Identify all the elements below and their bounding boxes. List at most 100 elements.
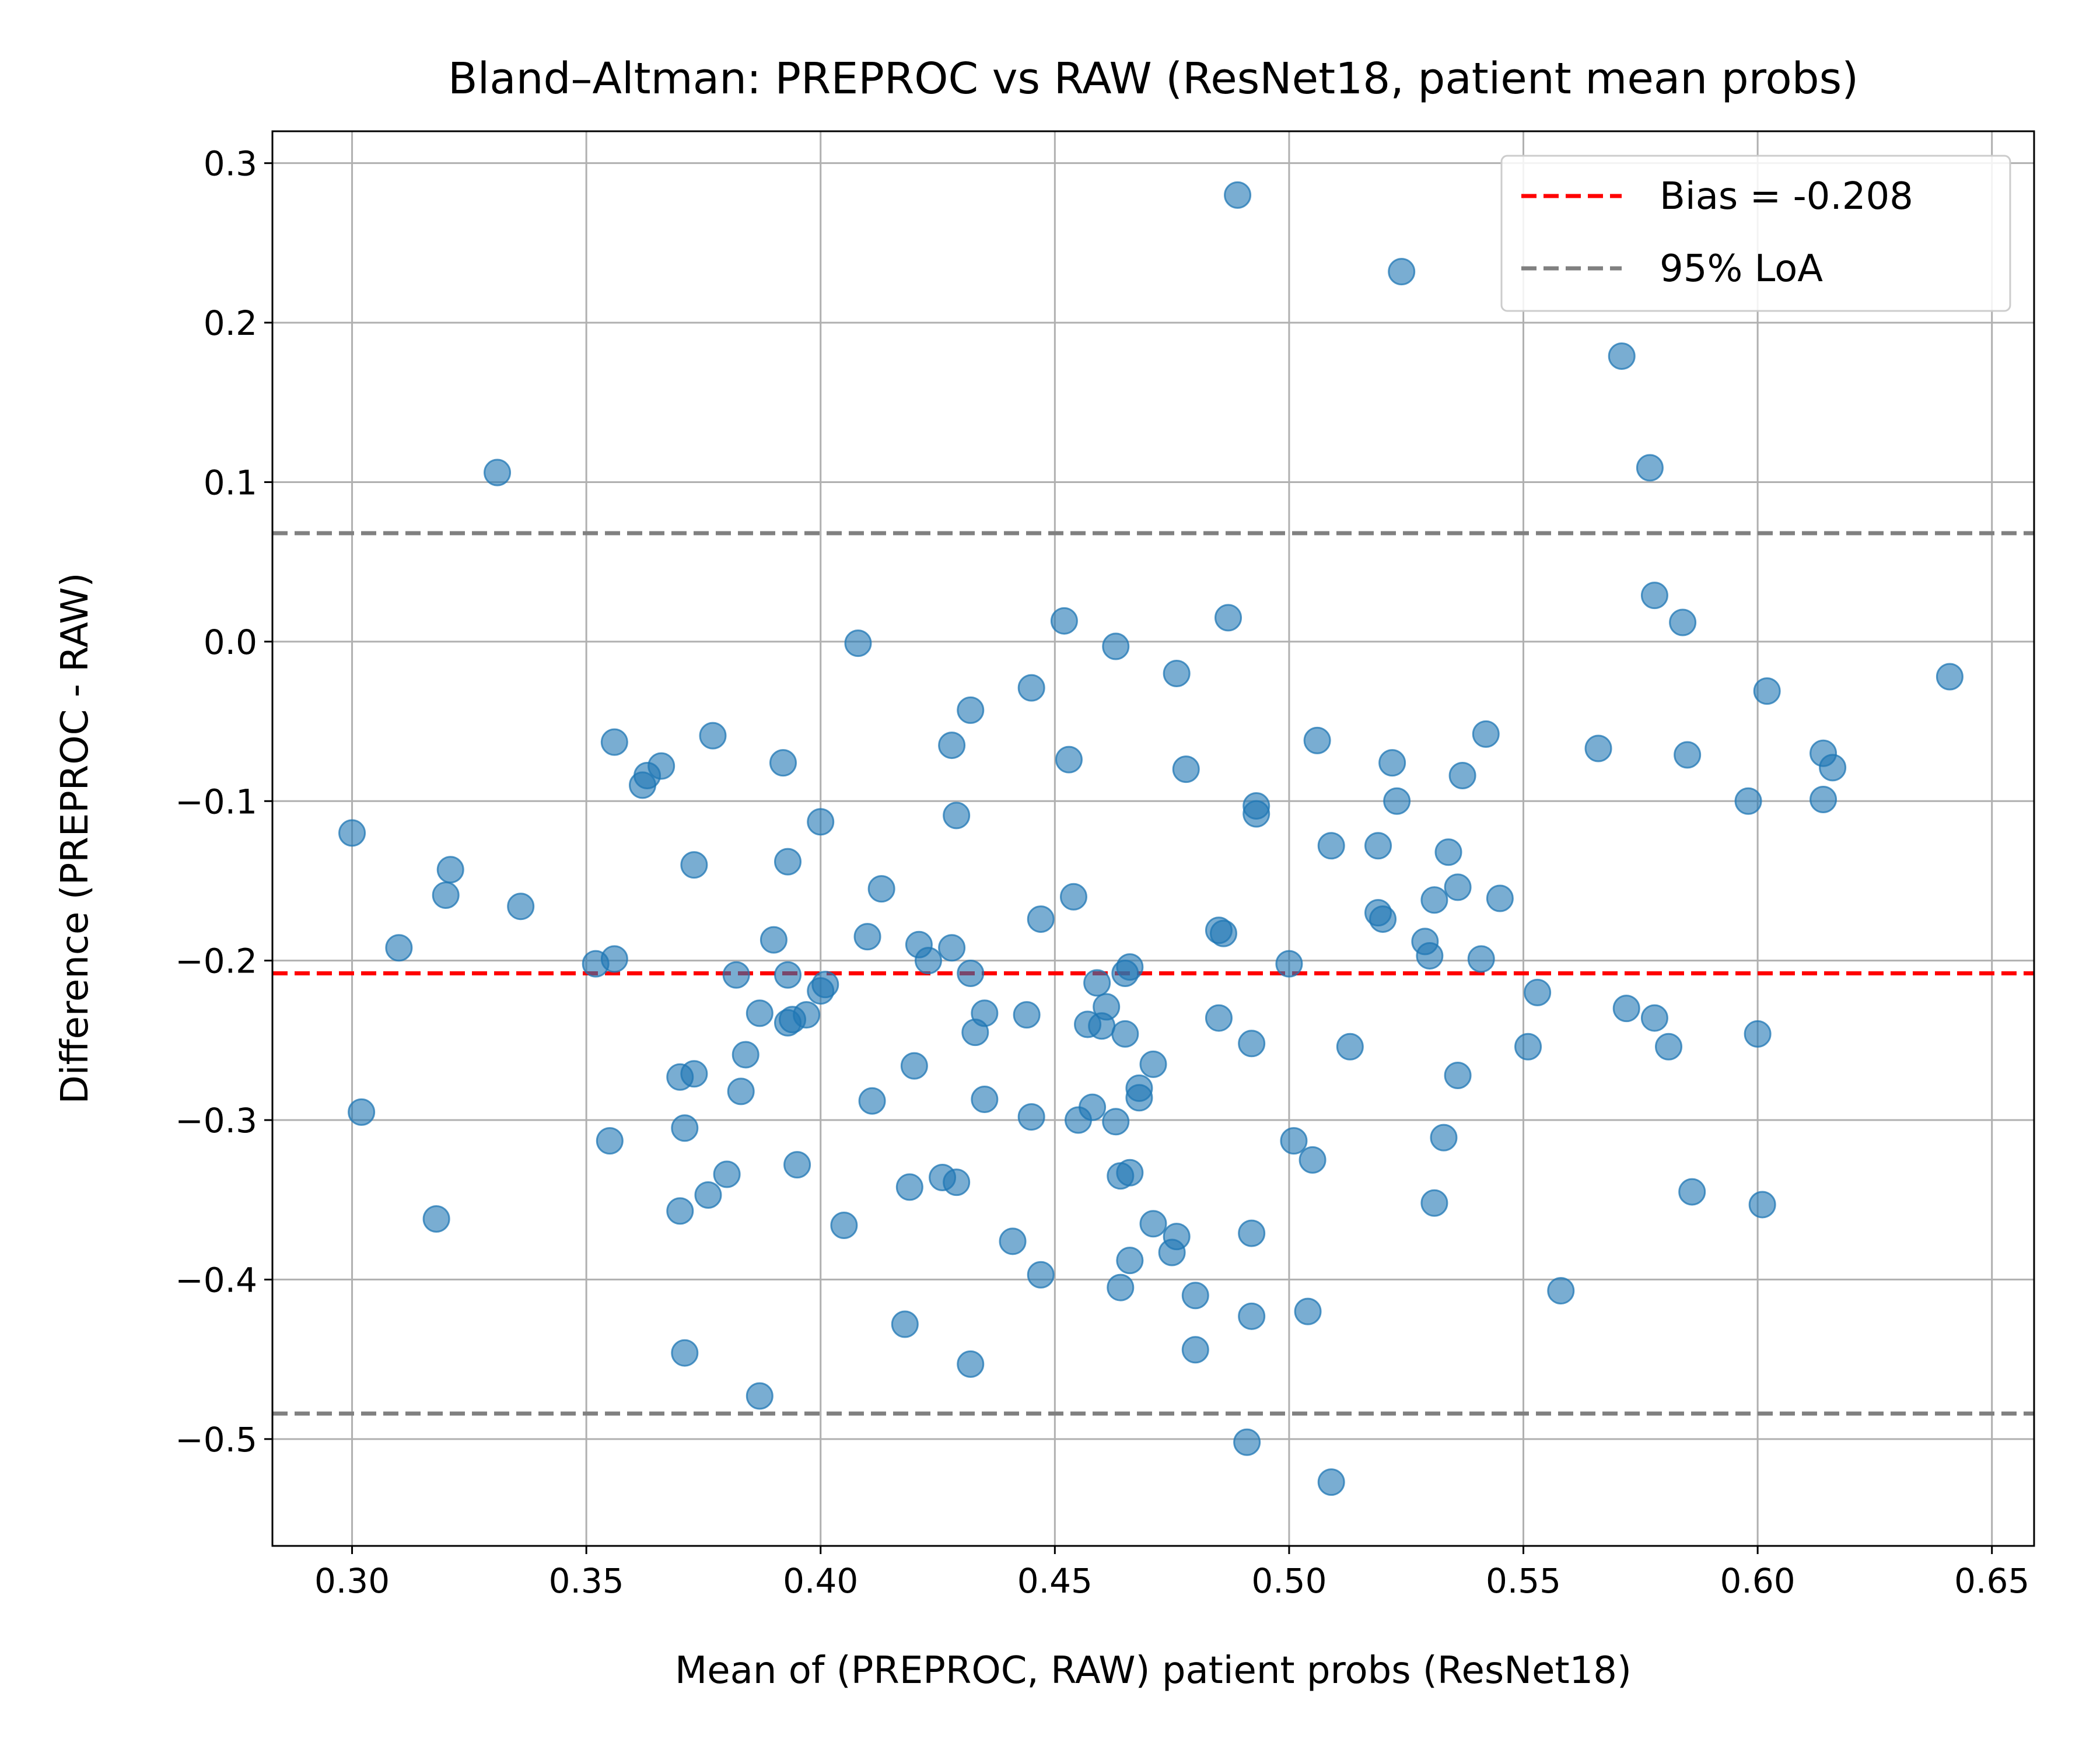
data-point [1430,1124,1458,1152]
y-tick-label: 0.0 [204,622,257,662]
data-point [600,945,628,973]
data-point [1420,886,1448,914]
data-point [1744,1020,1772,1048]
data-point [648,752,676,780]
data-point [811,971,839,999]
data-point [830,1211,858,1239]
data-point [1378,749,1406,777]
data-point [1107,1273,1135,1301]
data-point [807,808,835,836]
data-point [1181,1336,1209,1364]
tick-layer: 0.30 0.35 0.40 0.45 0.50 0.55 0.60 0.65 0.3 0.2 0.… [175,144,2029,1601]
data-point [943,802,971,830]
data-point [507,893,535,921]
data-point [853,923,881,951]
data-point [422,1205,450,1233]
data-point [1027,905,1055,933]
data-point [1093,993,1121,1021]
data-point [1111,1020,1139,1048]
y-tick-label: 0.3 [204,144,257,184]
x-tick-label: 0.60 [1720,1561,1796,1601]
data-point [1079,1093,1107,1121]
data-point [844,629,872,657]
data-point [1163,1223,1191,1251]
y-tick-label: 0.1 [204,463,257,502]
data-point [793,1001,821,1029]
data-point [1317,832,1345,860]
data-point [1280,1127,1308,1155]
data-point [971,1085,999,1113]
x-tick-label: 0.35 [549,1561,624,1601]
data-point [1472,720,1500,748]
data-point [971,999,999,1027]
data-point [1753,677,1781,705]
data-point [1336,1033,1364,1061]
data-point [338,819,366,847]
data-point [1294,1297,1322,1325]
data-point [891,1310,919,1338]
data-point [1102,632,1130,660]
x-axis-label: Mean of (PREPROC, RAW) patient probs (Re… [675,1649,1632,1692]
data-point [1678,1178,1706,1206]
data-point [938,732,966,760]
data-point [1734,787,1762,815]
data-point [1467,945,1495,973]
data-point [1612,995,1640,1023]
data-point [900,1052,928,1080]
data-point [1238,1219,1266,1247]
data-point [1388,258,1416,286]
data-point [1050,607,1078,635]
data-point [1317,1468,1345,1496]
data-point [914,947,942,975]
data-point [769,749,797,777]
data-point [867,875,895,903]
data-point [1275,950,1303,978]
data-point [1205,1004,1233,1032]
data-point [1547,1277,1575,1305]
legend-box [1500,155,2011,312]
x-tick-label: 0.40 [783,1561,858,1601]
data-point [1655,1033,1683,1061]
data-point [1584,734,1612,762]
data-point [432,881,460,909]
data-point [1364,832,1392,860]
y-axis-label: Difference (PREPROC - RAW) [54,572,97,1104]
data-point [1116,1159,1144,1187]
reference-lines [272,531,2034,1416]
data-point [1748,1191,1776,1219]
data-point [1669,608,1697,636]
data-point [999,1227,1027,1255]
chart-title: Bland–Altman: PREPROC vs RAW (ResNet18, … [448,54,1859,104]
data-point [895,1173,923,1201]
data-point [680,851,708,879]
data-point [1819,754,1847,782]
y-tick-label: 0.2 [204,303,257,343]
y-tick-label: −0.5 [175,1420,257,1460]
x-tick-label: 0.45 [1017,1561,1093,1601]
data-point [1434,838,1462,866]
data-point [1139,1050,1167,1078]
axes-frame [271,130,2035,1547]
data-point [1013,1001,1041,1029]
data-point [1083,969,1111,997]
data-point [1017,674,1045,702]
data-point [938,934,966,962]
y-tick-label: −0.1 [175,782,257,821]
data-point [1238,1302,1266,1330]
data-point [1383,787,1411,815]
data-point [596,1127,624,1155]
scatter-points [338,181,1964,1496]
data-point [1238,1030,1266,1058]
data-point [1209,919,1237,947]
data-point [1486,884,1514,912]
data-point [1444,1061,1472,1089]
data-point [699,722,727,750]
data-point [1055,746,1083,774]
data-point [1936,663,1964,691]
data-point [1139,1210,1167,1238]
grid-layer [272,131,2034,1546]
data-point [671,1114,699,1142]
data-point [1444,873,1472,901]
